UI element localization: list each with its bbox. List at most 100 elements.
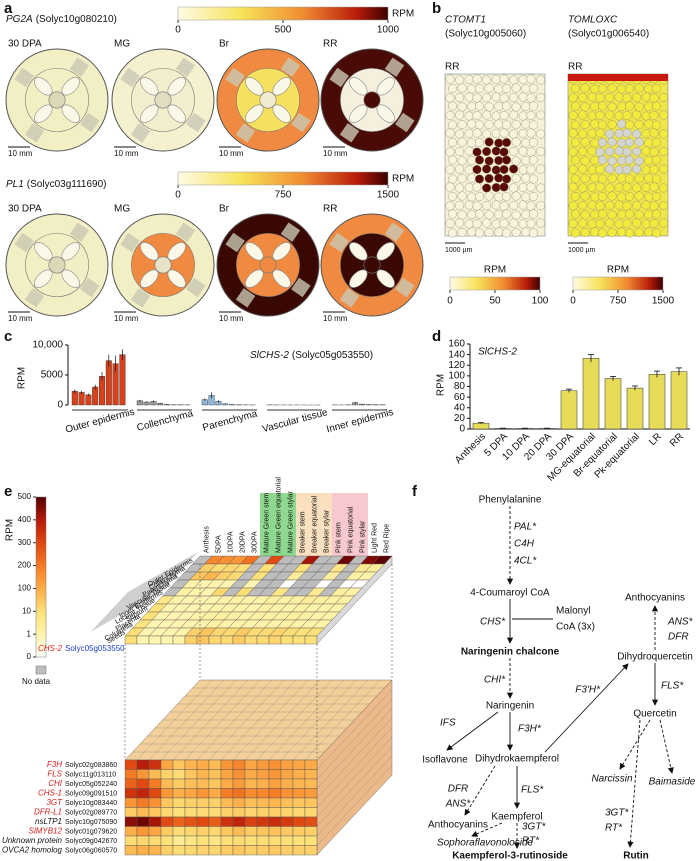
cell xyxy=(472,147,482,157)
cell xyxy=(529,83,539,93)
heat-cell xyxy=(244,826,258,837)
cube-grid xyxy=(256,679,333,761)
group-label: Vascular tissue xyxy=(261,407,329,435)
cell xyxy=(521,192,531,202)
cell xyxy=(484,83,494,93)
cell xyxy=(617,173,627,183)
scale-bar-label: 10 mm xyxy=(114,149,139,158)
cell xyxy=(448,209,458,219)
colorbar-step xyxy=(36,517,46,521)
cube-grid xyxy=(316,755,393,837)
cell xyxy=(457,173,467,183)
cell xyxy=(607,137,617,147)
cube-grid xyxy=(316,727,393,808)
colorbar-frame xyxy=(35,496,47,658)
group-label: Parenchyma xyxy=(201,408,258,433)
colorbar-step xyxy=(36,537,46,541)
scale-bar-label: 10 mm xyxy=(219,314,244,323)
colorbar-tick-label: 100 xyxy=(18,584,32,593)
cell xyxy=(649,201,659,211)
cell xyxy=(494,138,504,148)
cell xyxy=(652,155,662,165)
cell xyxy=(521,173,531,183)
pathway-node: Kaempferol-3-rutinoside xyxy=(452,851,568,861)
cell xyxy=(529,101,539,111)
colorbar-step xyxy=(36,577,46,581)
heat-cell-front xyxy=(304,635,318,645)
cell xyxy=(587,92,597,102)
colorbar-step xyxy=(36,582,46,587)
cell xyxy=(536,218,546,228)
cell xyxy=(455,146,465,156)
pathway-node: DFR xyxy=(668,632,689,643)
cell xyxy=(605,129,615,139)
heat-cell xyxy=(172,778,186,789)
gene-id: Solyc11g013110 xyxy=(65,771,116,778)
cell xyxy=(518,219,528,229)
colorbar-tick-label: 200 xyxy=(18,561,32,570)
heat-cell xyxy=(148,816,162,827)
cell xyxy=(502,209,512,219)
colorbar-step xyxy=(36,574,46,578)
heat-cell-front xyxy=(232,635,246,645)
colorbar-tick-label: 1000 xyxy=(377,25,400,36)
heat-cell xyxy=(280,816,294,827)
cell xyxy=(568,201,578,211)
heat-cell xyxy=(184,769,198,780)
cell xyxy=(536,164,546,174)
cell xyxy=(632,146,642,156)
heat-cell xyxy=(160,826,174,837)
cell xyxy=(511,173,521,183)
pathway-node: F3'H* xyxy=(575,685,601,696)
gene-name: CHI xyxy=(48,779,63,788)
cell xyxy=(632,200,642,210)
pathway-arrow xyxy=(627,719,641,848)
colorbar-step xyxy=(36,531,46,535)
heat-cell xyxy=(232,778,246,789)
cell xyxy=(580,119,590,129)
cell xyxy=(467,119,477,129)
colorbar-step xyxy=(36,519,46,524)
pathway-node: FLS* xyxy=(661,681,684,692)
cell xyxy=(622,164,632,174)
cube-grid xyxy=(316,736,393,818)
cell xyxy=(511,119,521,129)
pathway-node: CoA (3x) xyxy=(556,622,595,633)
heat-cell xyxy=(148,759,162,770)
colorbar-unit: RPM xyxy=(392,9,414,20)
heat-cell xyxy=(220,759,234,770)
heat-cell xyxy=(280,807,294,818)
cell xyxy=(464,182,474,192)
cell xyxy=(502,83,512,93)
cell xyxy=(518,200,528,210)
heat-cell xyxy=(196,826,210,837)
cell xyxy=(499,93,509,103)
cell xyxy=(521,119,531,129)
cell xyxy=(511,227,521,237)
cell xyxy=(649,93,659,103)
heat-cell xyxy=(280,769,294,780)
heat-cell xyxy=(304,778,318,789)
colorbar-step xyxy=(36,545,46,549)
stage-label: Pink stem xyxy=(335,522,342,553)
colorbar-step xyxy=(36,525,46,529)
stage-label: Pink equatorial xyxy=(347,506,354,553)
heat-cell xyxy=(232,797,246,808)
cell xyxy=(472,201,482,211)
gene-label: 3GT Solyc10g083440 xyxy=(46,798,117,807)
cell xyxy=(518,182,528,192)
bar xyxy=(71,391,78,406)
colorbar-tick-label: 500 xyxy=(18,492,32,501)
cell xyxy=(644,209,654,219)
cell xyxy=(587,200,597,210)
group-label: Collenchyma xyxy=(136,408,195,434)
cell xyxy=(644,227,654,237)
colorbar-step xyxy=(36,554,46,558)
colorbar-tick-label: 50 xyxy=(489,296,501,307)
cell xyxy=(598,83,608,93)
stage-label: Breaker equatorial xyxy=(311,495,318,553)
y-tick-label: 0 xyxy=(459,424,465,435)
colorbar-step xyxy=(36,597,46,601)
cell xyxy=(598,209,608,219)
cell xyxy=(625,120,635,130)
